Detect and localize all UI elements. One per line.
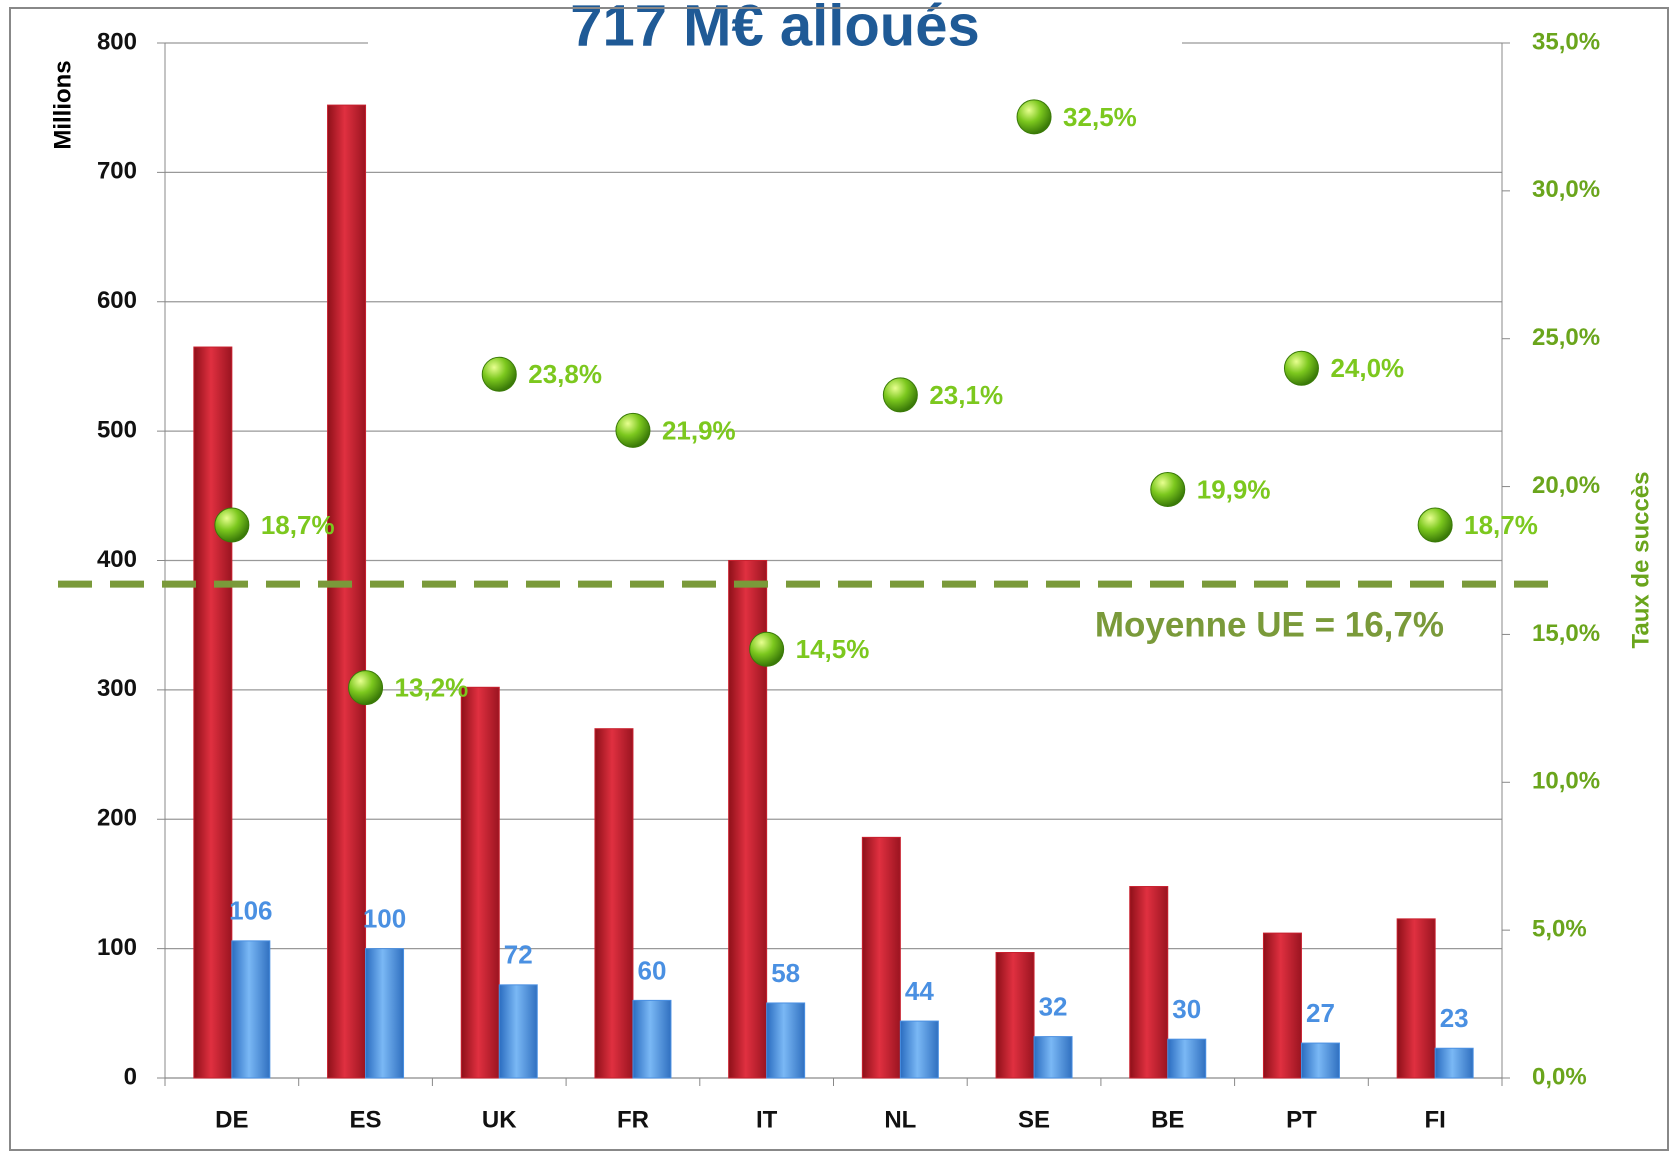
y-tick-label: 500	[97, 416, 137, 443]
y2-tick-label: 30,0%	[1532, 176, 1600, 203]
y-tick-label: 200	[97, 805, 137, 832]
bar	[1262, 932, 1302, 1079]
y-tick-label: 600	[97, 287, 137, 314]
bar-label: 106	[229, 896, 272, 926]
x-tick-label: SE	[1018, 1106, 1050, 1133]
x-tick-label: ES	[350, 1106, 382, 1133]
y2-axis-title: Taux de succès	[1627, 472, 1654, 649]
frame	[9, 7, 1669, 1151]
dot	[348, 670, 384, 706]
y2-tick-label: 5,0%	[1532, 915, 1587, 942]
bar	[1434, 1047, 1474, 1079]
bar	[899, 1020, 939, 1079]
bar-label: 72	[504, 940, 533, 970]
dot	[1016, 99, 1052, 135]
x-tick-label: PT	[1286, 1106, 1317, 1133]
bar-label: 23	[1440, 1003, 1469, 1033]
bar	[498, 984, 538, 1079]
bar	[365, 948, 405, 1079]
dot-label: 13,2%	[395, 673, 469, 703]
bar	[861, 836, 901, 1079]
dot	[1150, 472, 1186, 508]
dot	[1283, 350, 1319, 386]
bar	[1167, 1038, 1207, 1079]
annotation-bg	[1060, 596, 1500, 651]
y-tick-label: 100	[97, 934, 137, 961]
bar-label: 30	[1172, 994, 1201, 1024]
y-tick-label: 300	[97, 675, 137, 702]
dot	[481, 356, 517, 392]
average-label: Moyenne UE = 16,7%	[1095, 605, 1444, 644]
dot	[214, 507, 250, 543]
dot	[615, 412, 651, 448]
bar-label: 27	[1306, 998, 1335, 1028]
plot: 0 100 200 300 400 500 600 700 800 0,0% 5,0% 10,0% 15…	[49, 0, 1654, 1133]
dot-label: 18,7%	[261, 510, 335, 540]
x-tick-label: NL	[884, 1106, 916, 1133]
bar	[327, 104, 367, 1079]
dot-label: 24,0%	[1330, 353, 1404, 383]
dot-label: 23,1%	[929, 380, 1003, 410]
x-tick-label: FI	[1424, 1106, 1445, 1133]
bar-label: 100	[363, 904, 406, 934]
title-bg	[368, 0, 1182, 60]
bar	[460, 686, 500, 1079]
y2-tick-label: 35,0%	[1532, 28, 1600, 55]
bar-label: 32	[1039, 991, 1068, 1021]
bar	[766, 1002, 806, 1079]
bar	[1129, 886, 1169, 1079]
bar	[594, 728, 634, 1079]
dot-label: 19,9%	[1197, 474, 1271, 504]
y-axis-title: Millions	[49, 60, 76, 149]
dot-label: 32,5%	[1063, 102, 1137, 132]
bar-label: 58	[771, 958, 800, 988]
dot-label: 23,8%	[528, 359, 602, 389]
y2-tick-label: 20,0%	[1532, 472, 1600, 499]
bar	[1396, 918, 1436, 1079]
bar	[1300, 1042, 1340, 1079]
y2-tick-label: 10,0%	[1532, 768, 1600, 795]
bar	[193, 346, 233, 1079]
bar-label: 44	[905, 976, 934, 1006]
dot-label: 18,7%	[1464, 510, 1538, 540]
y2-tick-label: 25,0%	[1532, 324, 1600, 351]
dot	[1417, 507, 1453, 543]
y-tick-label: 400	[97, 546, 137, 573]
dot-label: 14,5%	[796, 634, 870, 664]
dot-label: 21,9%	[662, 415, 736, 445]
y2-tick-label: 15,0%	[1532, 620, 1600, 647]
x-tick-label: IT	[756, 1106, 778, 1133]
dot	[882, 377, 918, 413]
y-tick-label: 700	[97, 158, 137, 185]
chart-title: 717 M€ alloués	[570, 0, 979, 58]
y-tick-label: 800	[97, 28, 137, 55]
dot	[749, 631, 785, 667]
y-tick-label: 0	[124, 1063, 137, 1090]
bar	[632, 999, 672, 1079]
y2-tick-label: 0,0%	[1532, 1063, 1587, 1090]
x-tick-label: UK	[482, 1106, 517, 1133]
x-tick-label: BE	[1151, 1106, 1184, 1133]
x-tick-label: FR	[617, 1106, 649, 1133]
x-tick-label: DE	[215, 1106, 248, 1133]
bar	[995, 952, 1035, 1079]
bar-label: 60	[637, 955, 666, 985]
bar	[231, 940, 271, 1079]
bar	[1033, 1036, 1073, 1079]
